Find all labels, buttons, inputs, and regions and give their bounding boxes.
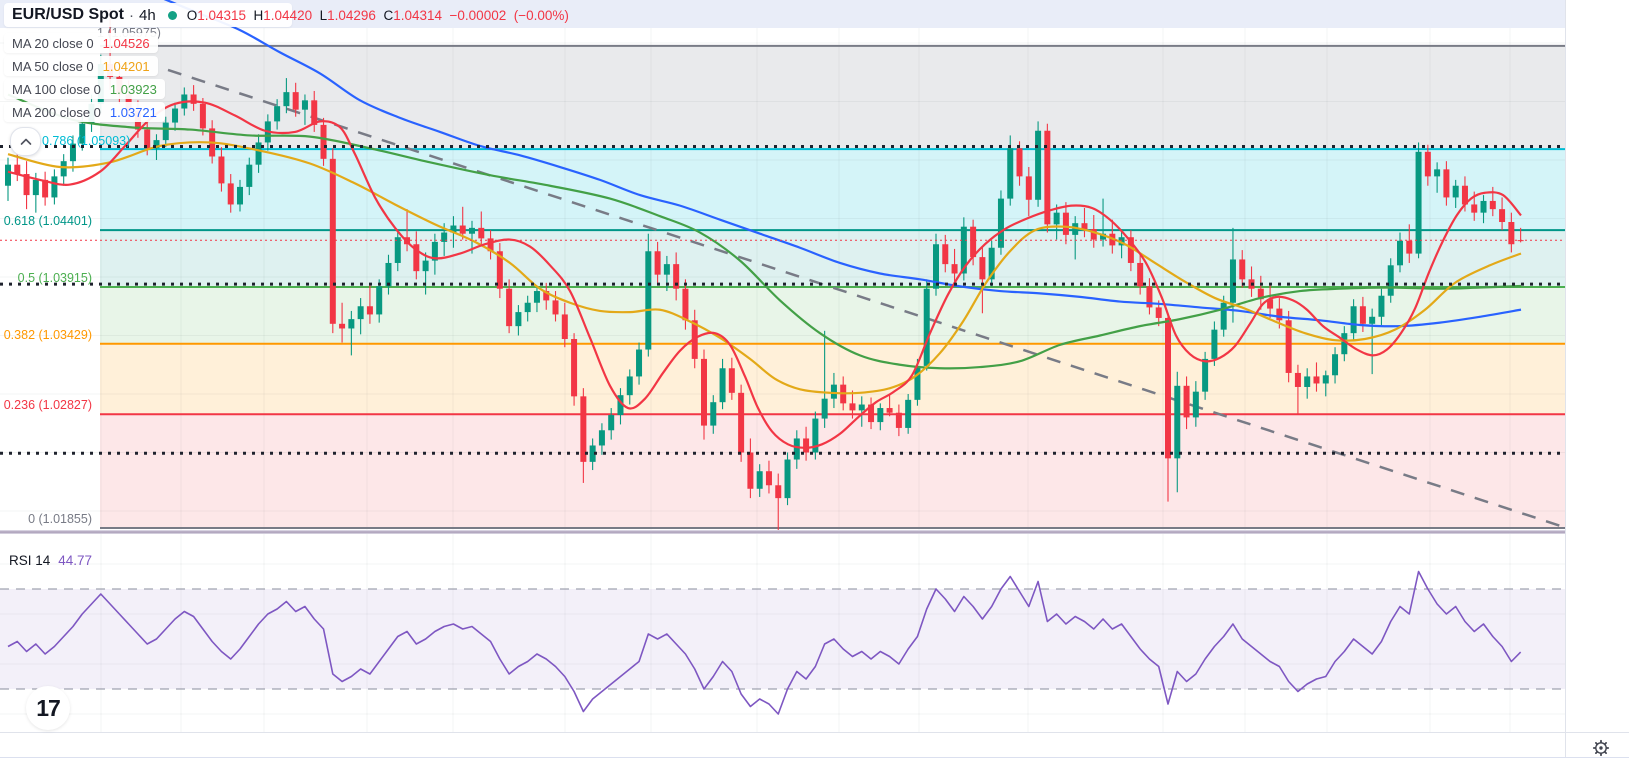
pane-separator[interactable]: [0, 530, 1565, 534]
fib-label-4: 0.382 (1.03429): [3, 327, 92, 342]
fib-zone-0: [100, 45, 1565, 150]
indicator-legend-ma200[interactable]: MA 200 close 0 1.03721: [4, 102, 165, 122]
logo-glyph: 17: [36, 694, 61, 721]
rsi-line[interactable]: [7, 570, 1522, 715]
rsi-value: 44.77: [58, 553, 93, 568]
fib-zone-4: [100, 343, 1565, 415]
bottom-edge-line: [0, 757, 1629, 758]
fib-zone-3: [100, 286, 1565, 344]
symbol-chip[interactable]: [4, 3, 292, 27]
tradingview-logo[interactable]: 17: [26, 686, 70, 730]
high-label: H: [253, 7, 264, 23]
fib-zone-5: [100, 414, 1565, 528]
time-scale[interactable]: 6111620252025712162126Feb6111620: [0, 732, 1629, 758]
fib-label-1: 0.786 (1.05093): [42, 134, 131, 149]
symbol-separator: ·: [129, 6, 134, 24]
price-scale[interactable]: 1.060001.055001.050001.045001.040001.035…: [1565, 0, 1629, 732]
trend-line[interactable]: [167, 68, 1565, 529]
change-percent: (−0.00%): [513, 7, 569, 23]
candle-series: [5, 9, 1524, 530]
close-value: 1.04314: [393, 7, 443, 23]
fib-label-2: 0.618 (1.04401): [3, 214, 92, 229]
collapse-legend-button[interactable]: [10, 127, 41, 156]
high-value: 1.04420: [263, 7, 313, 23]
settings-gear-icon: [1592, 739, 1610, 757]
symbol-title[interactable]: EUR/USD Spot: [12, 6, 124, 23]
change-value: −0.00002: [449, 7, 507, 23]
fib-label-3: 0.5 (1.03915): [17, 270, 92, 285]
indicator-legend-ma20[interactable]: MA 20 close 0 1.04526: [4, 33, 158, 53]
symbol-row: EUR/USD Spot · 4h O1.04315 H1.04420 L1.0…: [12, 4, 569, 26]
ohlc-readout: O1.04315 H1.04420 L1.04296 C1.04314 −0.0…: [187, 8, 569, 23]
rsi-band: [0, 589, 1565, 689]
open-value: 1.04315: [197, 7, 247, 23]
fib-zone-1: [100, 149, 1565, 231]
indicator-legend-ma100[interactable]: MA 100 close 0 1.03923: [4, 79, 165, 99]
low-label: L: [319, 7, 328, 23]
open-label: O: [186, 7, 198, 23]
rsi-label: RSI 14: [9, 553, 51, 568]
ma100-line[interactable]: [7, 93, 1522, 370]
rsi-legend[interactable]: RSI 14 44.77: [9, 553, 92, 568]
chevron-up-icon: [20, 138, 31, 145]
fib-label-5: 0.236 (1.02827): [3, 398, 92, 413]
settings-gear-button[interactable]: [1592, 739, 1610, 757]
price-scale-border: [1565, 0, 1566, 758]
interval-label[interactable]: 4h: [139, 6, 156, 24]
time-axis-border: [0, 732, 1629, 733]
ma20-line[interactable]: [7, 100, 1522, 449]
fib-zone-2: [100, 230, 1565, 287]
market-status-dot: [167, 10, 177, 20]
indicator-legend-ma50[interactable]: MA 50 close 0 1.04201: [4, 56, 158, 76]
low-value: 1.04296: [327, 7, 376, 23]
ma50-line[interactable]: [7, 141, 1522, 395]
close-label: C: [383, 7, 394, 23]
ma200-line[interactable]: [163, 0, 1522, 328]
fib-label-6: 0 (1.01855): [28, 511, 92, 526]
